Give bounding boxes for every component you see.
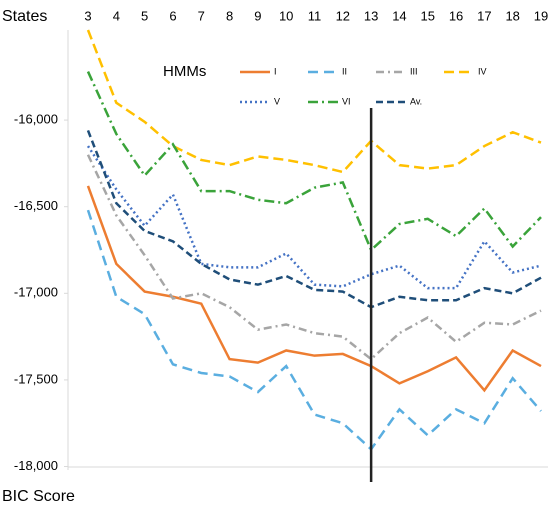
x-tick-label: 16 <box>449 8 463 23</box>
x-tick-label: 11 <box>308 8 322 23</box>
x-tick-label: 8 <box>226 8 233 23</box>
series-line <box>86 29 542 174</box>
legend-label: IV <box>478 66 487 76</box>
x-tick-label: 7 <box>198 8 205 23</box>
legend-label: III <box>410 66 418 76</box>
series-line <box>86 185 542 393</box>
series-line <box>86 209 542 452</box>
x-tick-label: 5 <box>141 8 148 23</box>
series-line <box>86 71 542 253</box>
y-tick-label: -17,500 <box>14 371 58 386</box>
legend-label: VI <box>342 96 351 106</box>
legend-label: V <box>274 96 280 106</box>
x-tick-label: 10 <box>279 8 293 23</box>
x-tick-label: 15 <box>421 8 435 23</box>
x-tick-label: 12 <box>336 8 350 23</box>
x-tick-label: 19 <box>534 8 548 23</box>
legend-label: Av. <box>410 96 422 106</box>
x-tick-label: 3 <box>84 8 91 23</box>
x-axis-label: States <box>2 8 47 25</box>
y-tick-label: -17,000 <box>14 285 58 300</box>
legend-label: I <box>274 66 277 76</box>
x-tick-label: 18 <box>505 8 519 23</box>
y-tick-label: -16,000 <box>14 112 58 127</box>
x-tick-label: 4 <box>113 8 120 23</box>
legend-title: HMMs <box>163 63 206 80</box>
legend-label: II <box>342 66 347 76</box>
y-tick-label: -16,500 <box>14 198 58 213</box>
series-line <box>86 130 542 309</box>
y-tick-label: -18,000 <box>14 458 58 473</box>
y-axis-label: BIC Score <box>2 488 75 505</box>
x-tick-label: 9 <box>254 8 261 23</box>
x-tick-label: 14 <box>392 8 406 23</box>
series-line <box>86 154 542 361</box>
series-line <box>86 145 542 290</box>
x-tick-label: 17 <box>477 8 491 23</box>
x-tick-label: 13 <box>364 8 378 23</box>
x-tick-label: 6 <box>169 8 176 23</box>
